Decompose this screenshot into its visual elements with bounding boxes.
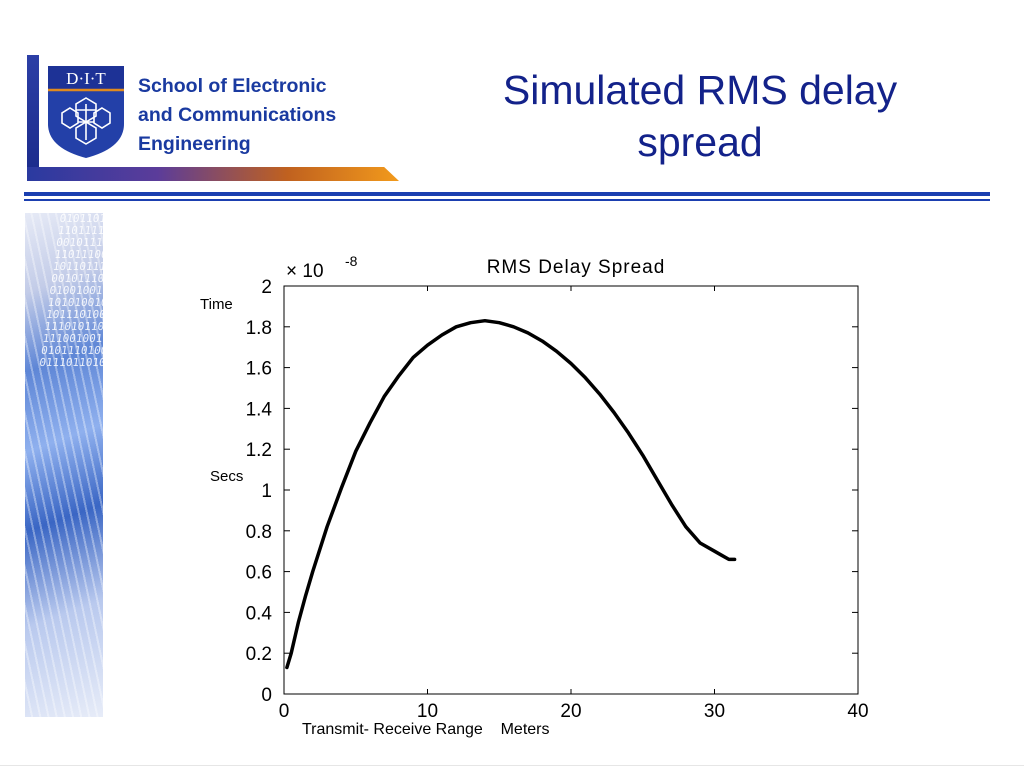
- footer-rule: [0, 765, 1024, 766]
- y-tick-label-1: 0.2: [246, 644, 272, 665]
- rms-delay-chart: 0 10 20 30 40 0 0.2 0.4 0.6 0.8 1 1.2 1.4 1.6 1.8 2 RMS …: [190, 245, 890, 745]
- y-label-line-2: Secs: [210, 468, 243, 485]
- series-line-0: [285, 318, 737, 670]
- y-multiplier: × 10: [286, 261, 324, 282]
- side-image-digits: 0101101010111011110100001011100101101110…: [38, 213, 134, 369]
- logo-frame: [27, 55, 399, 181]
- y-label-line-1: Time: [200, 296, 233, 313]
- side-binary-image: 0101101010111011110100001011100101101110…: [25, 213, 133, 717]
- y-tick-label-5: 1: [261, 481, 272, 502]
- chart-svg: 0 10 20 30 40 0 0.2 0.4 0.6 0.8 1 1.2 1.4 1.6 1.8 2 RMS …: [200, 253, 869, 738]
- logo-text: D·I·T: [66, 69, 106, 88]
- y-tick-label-4: 0.8: [246, 522, 272, 543]
- y-tick-label-3: 0.6: [246, 563, 272, 584]
- y-tick-label-8: 1.6: [246, 359, 272, 380]
- y-tick-label-7: 1.4: [246, 399, 273, 420]
- slide-title: Simulated RMS delay spread: [440, 64, 960, 168]
- header-rule-thick: [24, 192, 990, 196]
- x-tick-label-0: 0: [279, 701, 290, 722]
- plot-frame: [283, 285, 859, 695]
- x-axis-label: Transmit- Receive Range Meters: [302, 721, 549, 738]
- slide-title-line-1: Simulated RMS delay: [502, 67, 898, 113]
- chart-title: RMS Delay Spread: [487, 257, 666, 278]
- y-multiplier-exponent: -8: [345, 253, 358, 269]
- x-tick-label-1: 10: [417, 701, 438, 722]
- header-rule-thin: [24, 199, 990, 201]
- x-tick-label-3: 30: [704, 701, 725, 722]
- logo-bottom-bar: [27, 167, 399, 181]
- x-tick-label-2: 20: [560, 701, 581, 722]
- x-tick-label-4: 40: [847, 701, 868, 722]
- slide-title-line-2: spread: [637, 119, 763, 165]
- school-name-line-3: Engineering: [138, 133, 251, 155]
- y-tick-label-0: 0: [261, 685, 272, 706]
- school-name: School of Electronic and Communications …: [138, 72, 336, 159]
- y-tick-label-10: 2: [261, 277, 272, 298]
- school-name-line-1: School of Electronic: [138, 75, 327, 97]
- dit-logo: D·I·T: [48, 66, 124, 158]
- y-tick-label-2: 0.4: [246, 603, 273, 624]
- logo-left-bar: [27, 55, 39, 181]
- y-tick-label-6: 1.2: [246, 440, 272, 461]
- school-name-line-2: and Communications: [138, 104, 337, 126]
- y-tick-label-9: 1.8: [246, 318, 272, 339]
